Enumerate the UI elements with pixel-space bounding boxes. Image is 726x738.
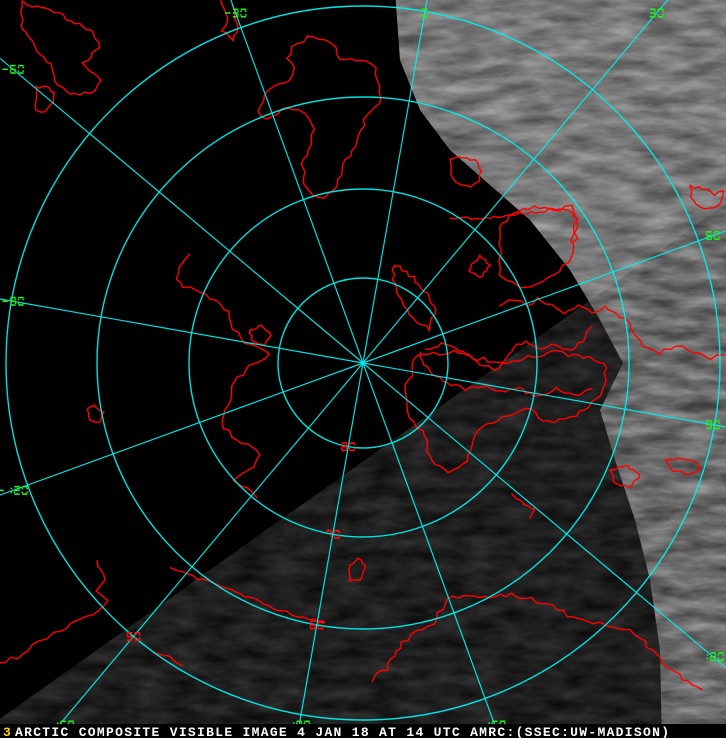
svg-text:ARCTIC COMPOSITE VISIBLE IMAGE: ARCTIC COMPOSITE VISIBLE IMAGE 4 JAN 18 …: [15, 725, 670, 738]
svg-text:3: 3: [3, 725, 12, 738]
